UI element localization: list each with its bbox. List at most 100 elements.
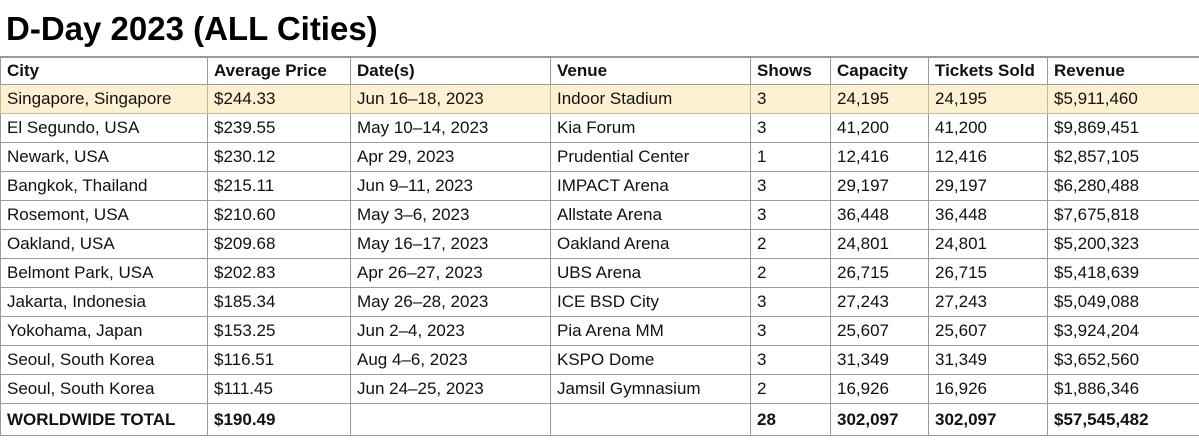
header-cell: Revenue (1047, 57, 1199, 85)
header-cell: Venue (550, 57, 751, 85)
cell: 24,801 (830, 229, 929, 259)
cell: 12,416 (830, 142, 929, 172)
data-row: Oakland, USA $209.68 May 16–17, 2023 Oaklan… (0, 229, 1199, 259)
cell: May 10–14, 2023 (350, 113, 551, 143)
cell: 2 (750, 229, 831, 259)
cell: May 16–17, 2023 (350, 229, 551, 259)
total-cell (350, 403, 551, 436)
total-cell: 28 (750, 403, 831, 436)
total-cell: $57,545,482 (1047, 403, 1199, 436)
cell: IMPACT Arena (550, 171, 751, 201)
data-row: Seoul, South Korea $111.45 Jun 24–25, 2023… (0, 374, 1199, 404)
cell: $9,869,451 (1047, 113, 1199, 143)
cell: Yokohama, Japan (0, 316, 208, 346)
cell: 36,448 (928, 200, 1048, 230)
cell: Jun 16–18, 2023 (350, 84, 551, 114)
cell: $210.60 (207, 200, 351, 230)
cell: $2,857,105 (1047, 142, 1199, 172)
cell: Aug 4–6, 2023 (350, 345, 551, 375)
cell: El Segundo, USA (0, 113, 208, 143)
data-row: Newark, USA $230.12 Apr 29, 2023 Prudential… (0, 142, 1199, 172)
cell: 41,200 (830, 113, 929, 143)
cell: $5,911,460 (1047, 84, 1199, 114)
cell: 25,607 (928, 316, 1048, 346)
cell: 24,801 (928, 229, 1048, 259)
cell: Allstate Arena (550, 200, 751, 230)
data-row: Yokohama, Japan $153.25 Jun 2–4, 2023 Pia A… (0, 316, 1199, 346)
cell: 29,197 (830, 171, 929, 201)
cell: 3 (750, 171, 831, 201)
header-cell: Tickets Sold (928, 57, 1048, 85)
sheet-title: D-Day 2023 (ALL Cities) (0, 0, 1199, 57)
cell: $7,675,818 (1047, 200, 1199, 230)
cell: $185.34 (207, 287, 351, 317)
cell: Jun 2–4, 2023 (350, 316, 551, 346)
data-table: City Average Price Date(s) Venue Shows Capaci… (0, 57, 1199, 436)
cell: $215.11 (207, 171, 351, 201)
cell: 3 (750, 287, 831, 317)
cell: Kia Forum (550, 113, 751, 143)
total-cell: $190.49 (207, 403, 351, 436)
cell: 16,926 (928, 374, 1048, 404)
total-cell: 302,097 (830, 403, 929, 436)
cell: Jun 24–25, 2023 (350, 374, 551, 404)
cell: $202.83 (207, 258, 351, 288)
cell: $153.25 (207, 316, 351, 346)
cell: 31,349 (928, 345, 1048, 375)
cell: 29,197 (928, 171, 1048, 201)
cell: 3 (750, 113, 831, 143)
cell: $209.68 (207, 229, 351, 259)
total-cell (550, 403, 751, 436)
cell: Seoul, South Korea (0, 345, 208, 375)
cell: $5,049,088 (1047, 287, 1199, 317)
cell: 1 (750, 142, 831, 172)
cell: Apr 26–27, 2023 (350, 258, 551, 288)
cell: Jamsil Gymnasium (550, 374, 751, 404)
cell: $244.33 (207, 84, 351, 114)
cell: 2 (750, 374, 831, 404)
data-row: Belmont Park, USA $202.83 Apr 26–27, 2023 U… (0, 258, 1199, 288)
header-cell: Capacity (830, 57, 929, 85)
cell: 2 (750, 258, 831, 288)
cell: $3,652,560 (1047, 345, 1199, 375)
cell: Belmont Park, USA (0, 258, 208, 288)
total-cell: 302,097 (928, 403, 1048, 436)
cell: 16,926 (830, 374, 929, 404)
cell: $6,280,488 (1047, 171, 1199, 201)
cell: $1,886,346 (1047, 374, 1199, 404)
cell: Jakarta, Indonesia (0, 287, 208, 317)
cell: 3 (750, 345, 831, 375)
cell: 27,243 (830, 287, 929, 317)
cell: Indoor Stadium (550, 84, 751, 114)
cell: $116.51 (207, 345, 351, 375)
cell: May 3–6, 2023 (350, 200, 551, 230)
cell: 27,243 (928, 287, 1048, 317)
total-cell: WORLDWIDE TOTAL (0, 403, 208, 436)
cell: 26,715 (830, 258, 929, 288)
cell: KSPO Dome (550, 345, 751, 375)
cell: 26,715 (928, 258, 1048, 288)
cell: 24,195 (830, 84, 929, 114)
cell: Singapore, Singapore (0, 84, 208, 114)
cell: UBS Arena (550, 258, 751, 288)
data-row: Bangkok, Thailand $215.11 Jun 9–11, 2023 IM… (0, 171, 1199, 201)
header-cell: Average Price (207, 57, 351, 85)
data-row: El Segundo, USA $239.55 May 10–14, 2023 Kia… (0, 113, 1199, 143)
cell: ICE BSD City (550, 287, 751, 317)
cell: Prudential Center (550, 142, 751, 172)
cell: Seoul, South Korea (0, 374, 208, 404)
data-row: Rosemont, USA $210.60 May 3–6, 2023 Allstat… (0, 200, 1199, 230)
cell: Rosemont, USA (0, 200, 208, 230)
header-cell: Date(s) (350, 57, 551, 85)
cell: $111.45 (207, 374, 351, 404)
cell: Oakland, USA (0, 229, 208, 259)
cell: $239.55 (207, 113, 351, 143)
cell: May 26–28, 2023 (350, 287, 551, 317)
total-row: WORLDWIDE TOTAL $190.49 28 302,097 302,097 $5… (0, 403, 1199, 436)
cell: 36,448 (830, 200, 929, 230)
cell: Apr 29, 2023 (350, 142, 551, 172)
cell: $3,924,204 (1047, 316, 1199, 346)
cell: $5,200,323 (1047, 229, 1199, 259)
header-cell: Shows (750, 57, 831, 85)
